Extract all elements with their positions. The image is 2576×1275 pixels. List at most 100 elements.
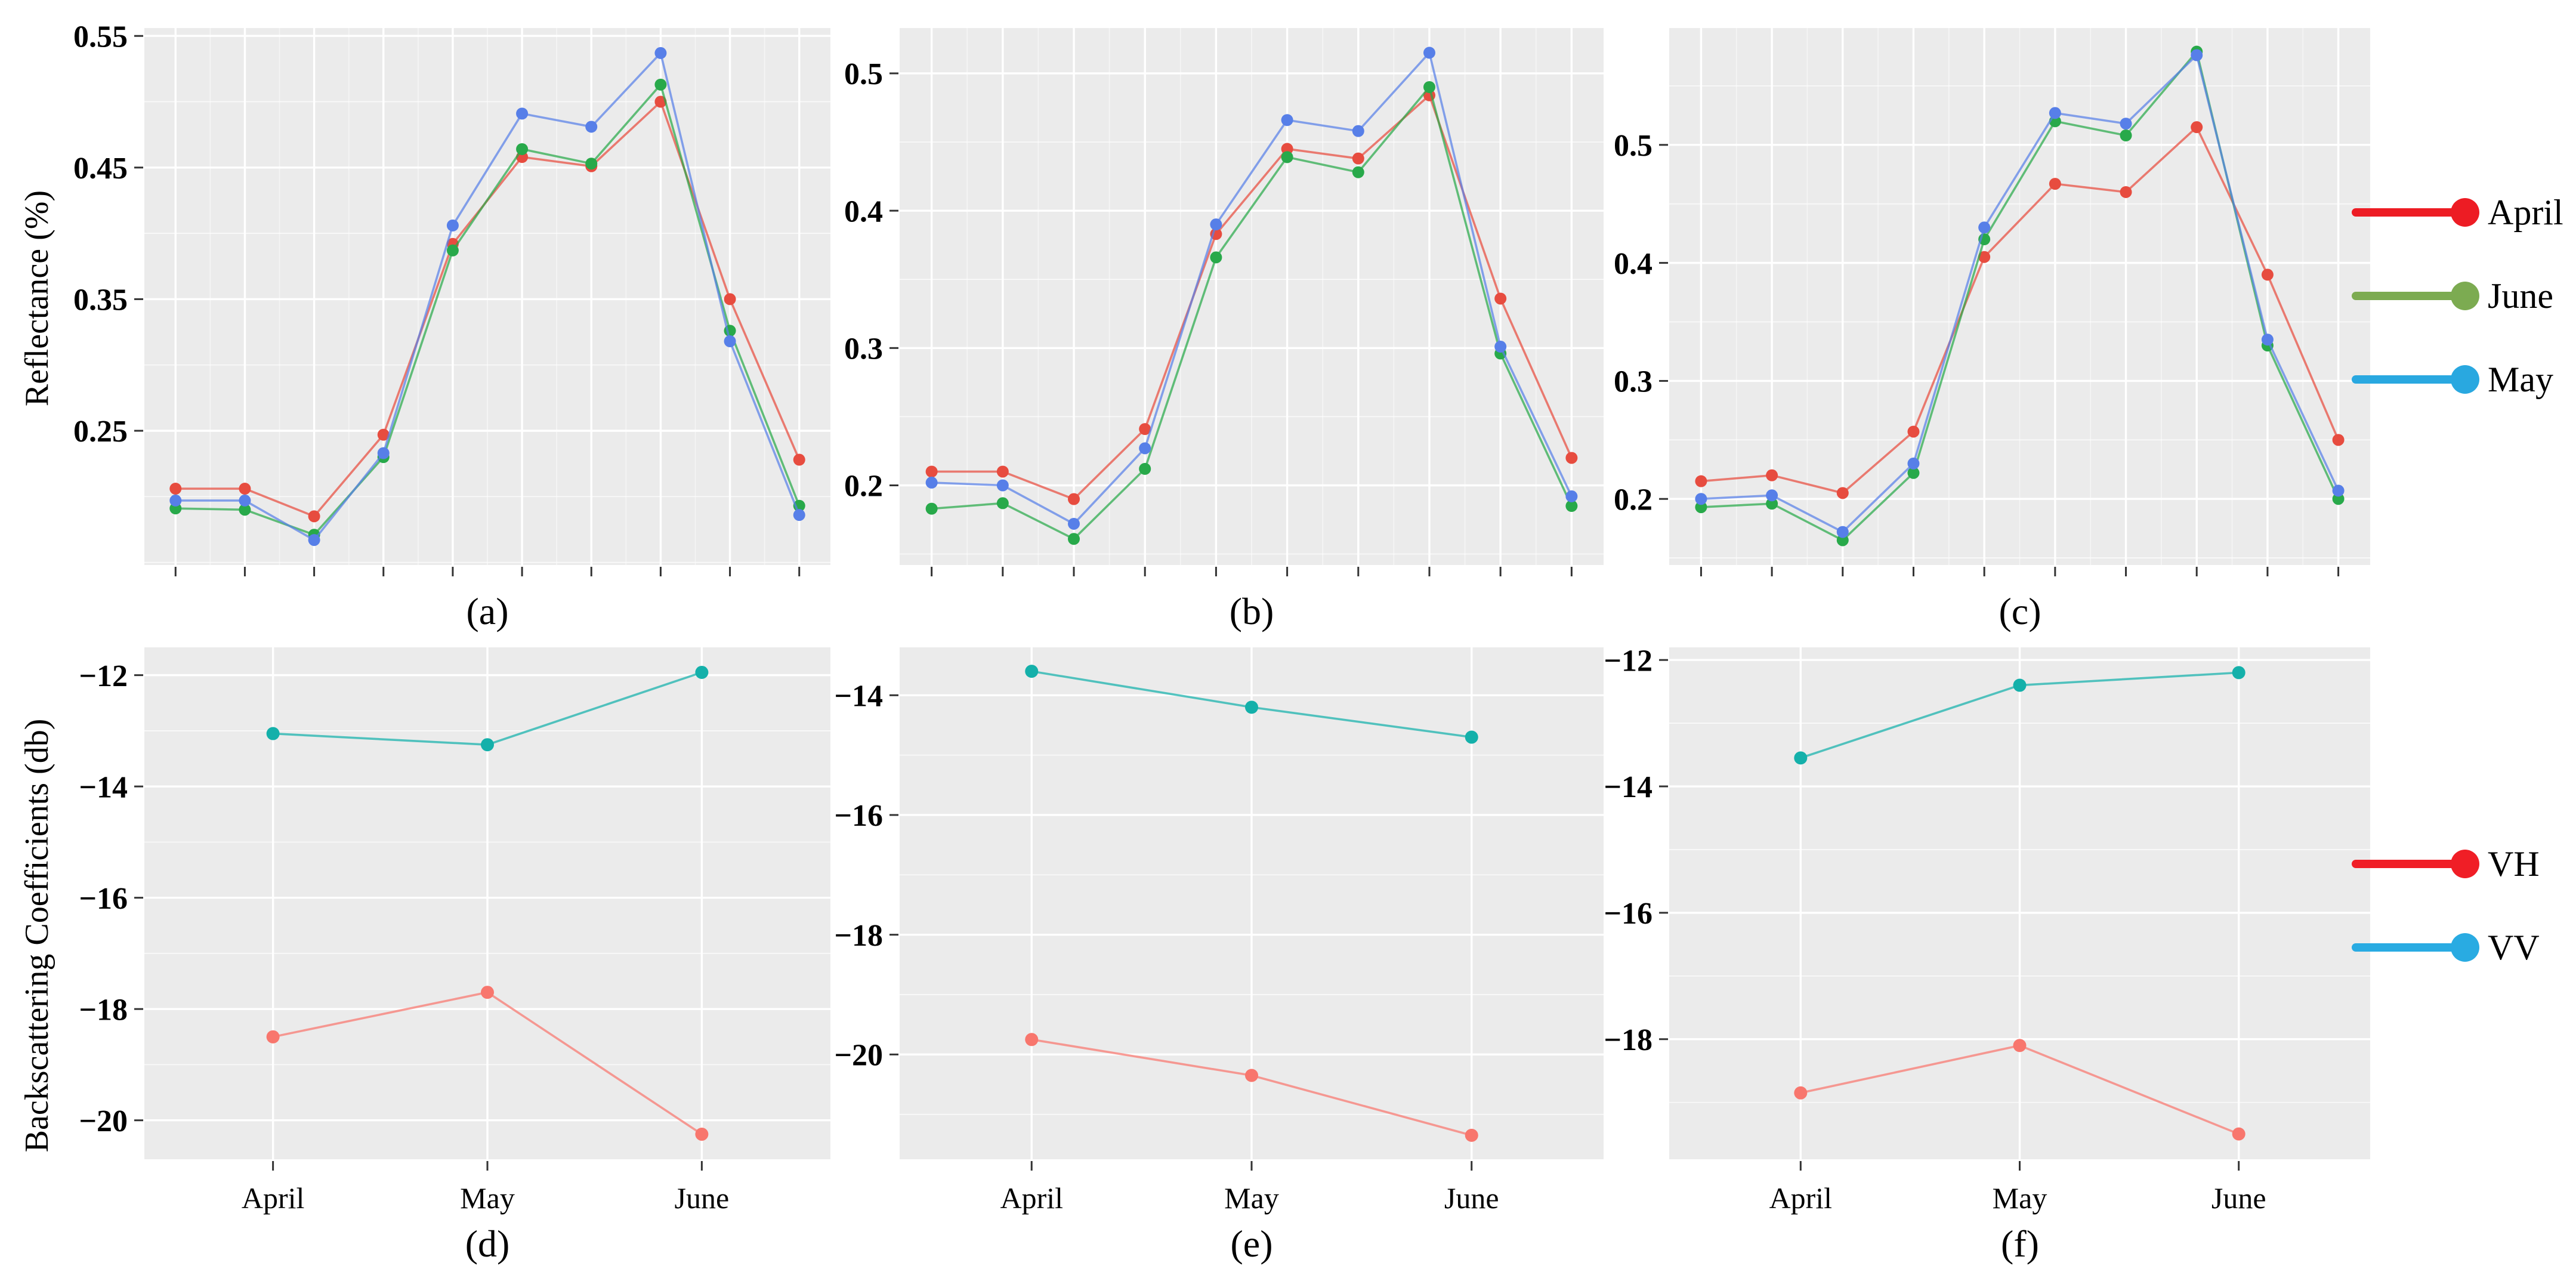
series-april-point — [2120, 186, 2132, 198]
series-june-point — [239, 504, 251, 516]
series-june-point — [1907, 467, 1920, 479]
april-line-dot-swatch-icon — [2352, 198, 2481, 227]
legend-item-april: April — [2352, 171, 2563, 254]
series-may-point — [169, 494, 182, 507]
series-may-point — [377, 447, 390, 459]
series-april-point — [308, 510, 320, 523]
series-april-point — [2191, 121, 2203, 134]
series-vh-point — [481, 986, 494, 999]
series-may-point — [1836, 526, 1849, 538]
series-may-point — [308, 534, 320, 547]
series-april-point — [169, 483, 182, 495]
legend-item-june: June — [2352, 254, 2563, 338]
series-vv-f — [1794, 666, 2245, 765]
ytick-label: 0.3 — [844, 332, 883, 366]
series-may-line — [931, 50, 1573, 526]
series-may-point — [2191, 49, 2203, 61]
series-may-b — [925, 47, 1578, 530]
caption-f: (f) — [2001, 1222, 2039, 1265]
caption-a: (a) — [466, 590, 509, 632]
series-april-point — [377, 428, 390, 441]
series-june-point — [1695, 501, 1707, 514]
series-vv-point — [1465, 730, 1478, 744]
series-may-point — [239, 494, 251, 507]
series-vh-point — [266, 1030, 280, 1044]
series-vv-point — [2232, 666, 2245, 680]
series-june-point — [1766, 498, 1778, 510]
legend-label-may: May — [2488, 359, 2553, 399]
panel-d-grid — [144, 647, 830, 1159]
series-vh-point — [1025, 1033, 1039, 1046]
series-may-point — [1565, 490, 1578, 502]
panel-c-axes: 0.2 0.3 0.4 0.5 — [1614, 129, 2340, 576]
caption-c: (c) — [1999, 590, 2041, 632]
ytick-label: −20 — [834, 1039, 883, 1073]
caption-d: (d) — [465, 1222, 510, 1265]
legend-item-vv: VV — [2352, 906, 2540, 989]
chart-b-svg: 0.2 0.3 0.4 0.5 — [844, 28, 1604, 576]
series-june-point — [1281, 151, 1293, 163]
series-may-point — [1423, 47, 1435, 59]
panel-f-grid — [1669, 647, 2370, 1159]
series-may-point — [925, 476, 938, 489]
series-june-line — [175, 82, 801, 536]
ytick-label: −18 — [834, 919, 883, 953]
vv-line-dot-swatch-icon — [2352, 933, 2481, 962]
legend-item-vh: VH — [2352, 822, 2540, 906]
series-june-point — [925, 502, 938, 515]
ytick-label: 0.4 — [1614, 247, 1653, 281]
series-may-point — [1907, 457, 1920, 470]
series-vv-point — [1794, 751, 1808, 765]
series-may-point — [1494, 341, 1507, 353]
ytick-label: −20 — [79, 1104, 128, 1138]
series-vh-d — [266, 986, 709, 1141]
series-april-point — [1978, 251, 1991, 263]
series-may-point — [516, 107, 529, 120]
series-may-point — [996, 479, 1009, 492]
chart-c-svg: 0.2 0.3 0.4 0.5 — [1614, 28, 2370, 576]
series-vh-point — [1465, 1128, 1478, 1142]
series-vv-point — [2013, 678, 2027, 692]
series-april-point — [2332, 434, 2345, 446]
xtick-label: May — [460, 1181, 515, 1215]
series-vh-point — [1245, 1069, 1258, 1082]
panel-e-axes: −14 −16 −18 −20 April May June — [834, 679, 1499, 1215]
ytick-label: 0.35 — [73, 283, 128, 317]
xtick-label: May — [1224, 1181, 1279, 1215]
series-june-point — [654, 78, 667, 91]
chart-f-svg: −12 −14 −16 −18 April May June — [1604, 644, 2370, 1215]
xtick-label: June — [2211, 1181, 2266, 1215]
ytick-label: −14 — [79, 770, 128, 804]
series-vh-f — [1794, 1039, 2245, 1141]
legend-label-june: June — [2488, 276, 2553, 316]
series-vh-point — [1794, 1086, 1808, 1100]
ytick-label: 0.5 — [844, 57, 883, 91]
series-april-point — [1836, 487, 1849, 499]
series-may-point — [1281, 114, 1293, 126]
ytick-label: −12 — [1604, 644, 1653, 678]
series-vv-point — [266, 727, 280, 740]
legend-label-april: April — [2488, 192, 2563, 232]
series-may-point — [793, 509, 805, 521]
caption-e: (e) — [1230, 1222, 1273, 1265]
xtick-label: April — [1769, 1181, 1833, 1215]
series-may-line — [175, 51, 801, 542]
xtick-label: May — [1993, 1181, 2047, 1215]
series-april-point — [1139, 423, 1151, 436]
ytick-label: −16 — [79, 882, 128, 916]
series-may-point — [2049, 107, 2061, 119]
series-may-point — [1139, 442, 1151, 455]
may-line-dot-swatch-icon — [2352, 365, 2481, 394]
series-june-point — [1836, 534, 1849, 547]
panel-a-grid — [144, 28, 830, 565]
series-vv-d — [266, 665, 709, 752]
series-june-point — [1565, 500, 1578, 513]
series-vh-point — [2232, 1127, 2245, 1141]
series-april-point — [1907, 425, 1920, 438]
legend-bottom: VH VV — [2352, 822, 2540, 989]
chart-a-svg: 0.25 0.35 0.45 0.55 — [73, 20, 830, 576]
series-april-point — [793, 453, 805, 466]
series-april-point — [1281, 143, 1293, 155]
series-vh-e — [1025, 1033, 1478, 1142]
